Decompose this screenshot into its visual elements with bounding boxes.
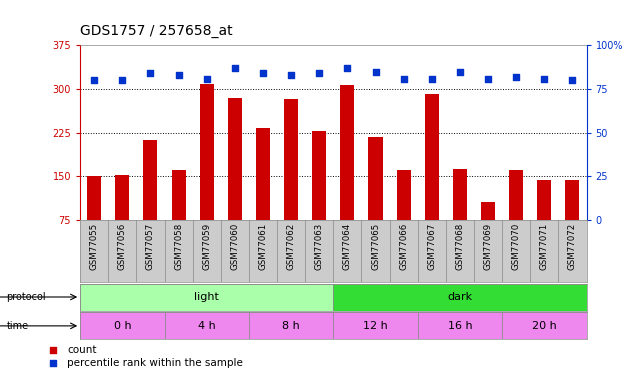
Text: GSM77067: GSM77067	[428, 223, 437, 270]
Text: GSM77061: GSM77061	[258, 223, 267, 270]
Point	[48, 360, 58, 366]
Bar	[509, 170, 523, 220]
Text: 8 h: 8 h	[282, 321, 300, 331]
Bar	[312, 131, 326, 220]
Text: protocol: protocol	[6, 292, 46, 302]
Bar	[453, 169, 467, 220]
Bar	[425, 94, 439, 220]
Point	[539, 75, 549, 81]
Text: GSM77056: GSM77056	[118, 223, 127, 270]
Point	[146, 70, 156, 76]
Text: GSM77069: GSM77069	[483, 223, 492, 270]
Text: GSM77071: GSM77071	[540, 223, 549, 270]
Point	[427, 75, 437, 81]
Point	[201, 75, 212, 81]
Text: time: time	[6, 321, 29, 331]
Text: 12 h: 12 h	[363, 321, 388, 331]
Text: GSM77060: GSM77060	[230, 223, 239, 270]
Text: count: count	[67, 345, 96, 355]
Bar	[369, 136, 383, 220]
Text: 20 h: 20 h	[532, 321, 556, 331]
Bar	[340, 85, 354, 220]
Text: GSM77055: GSM77055	[90, 223, 99, 270]
Text: GSM77058: GSM77058	[174, 223, 183, 270]
Text: GSM77070: GSM77070	[512, 223, 520, 270]
Bar	[502, 312, 587, 339]
Text: 4 h: 4 h	[198, 321, 215, 331]
Bar	[87, 176, 101, 220]
Bar	[284, 99, 298, 220]
Point	[258, 70, 268, 76]
Point	[229, 65, 240, 71]
Bar	[397, 170, 411, 220]
Text: GSM77066: GSM77066	[399, 223, 408, 270]
Point	[342, 65, 353, 71]
Text: GSM77057: GSM77057	[146, 223, 155, 270]
Point	[89, 77, 99, 83]
Text: GDS1757 / 257658_at: GDS1757 / 257658_at	[80, 24, 233, 38]
Point	[483, 75, 493, 81]
Text: dark: dark	[447, 292, 472, 302]
Text: GSM77059: GSM77059	[202, 223, 212, 270]
Point	[286, 72, 296, 78]
Bar	[537, 180, 551, 220]
Bar	[565, 180, 579, 220]
Point	[117, 77, 128, 83]
Bar	[256, 129, 270, 220]
Bar	[228, 98, 242, 220]
Text: GSM77063: GSM77063	[315, 223, 324, 270]
Text: GSM77068: GSM77068	[455, 223, 465, 270]
Bar	[333, 284, 587, 310]
Point	[455, 69, 465, 75]
Bar	[80, 312, 165, 339]
Text: GSM77062: GSM77062	[287, 223, 296, 270]
Point	[174, 72, 184, 78]
Point	[314, 70, 324, 76]
Text: 16 h: 16 h	[447, 321, 472, 331]
Bar	[80, 284, 333, 310]
Bar	[172, 170, 186, 220]
Bar	[333, 312, 418, 339]
Text: percentile rank within the sample: percentile rank within the sample	[67, 358, 243, 368]
Bar	[418, 312, 502, 339]
Text: light: light	[194, 292, 219, 302]
Point	[567, 77, 578, 83]
Bar	[200, 84, 213, 220]
Text: 0 h: 0 h	[113, 321, 131, 331]
Text: GSM77065: GSM77065	[371, 223, 380, 270]
Bar	[481, 202, 495, 220]
Bar	[249, 312, 333, 339]
Point	[48, 346, 58, 352]
Bar	[165, 312, 249, 339]
Point	[370, 69, 381, 75]
Text: GSM77064: GSM77064	[343, 223, 352, 270]
Point	[511, 74, 521, 80]
Point	[399, 75, 409, 81]
Text: GSM77072: GSM77072	[568, 223, 577, 270]
Bar	[115, 175, 129, 220]
Bar	[144, 140, 158, 220]
